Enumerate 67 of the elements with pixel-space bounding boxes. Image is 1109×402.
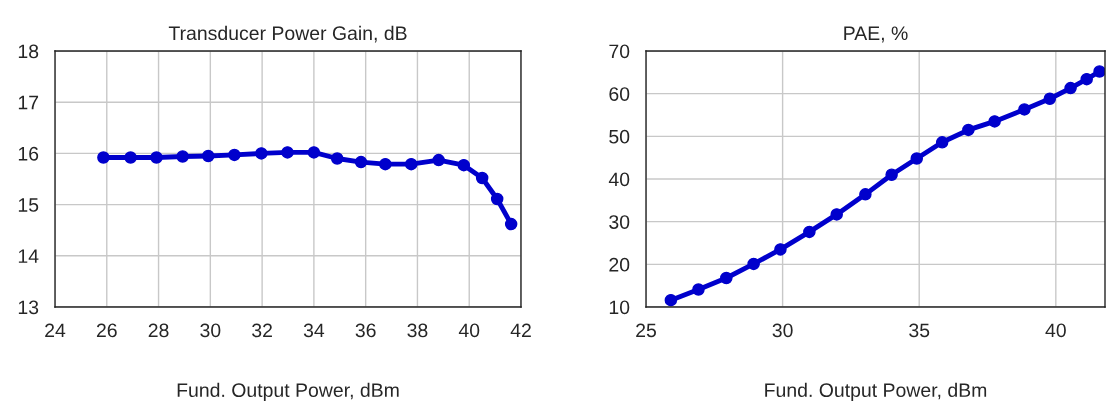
point	[176, 150, 189, 163]
x-axis-title: Fund. Output Power, dBm	[765, 382, 987, 401]
y-tick-label: 70	[609, 44, 630, 59]
point	[475, 171, 489, 185]
point	[1093, 65, 1105, 78]
x-tick-label: 24	[45, 323, 66, 338]
x-tick-label: 40	[1045, 323, 1066, 338]
y-tick-label: 60	[609, 87, 630, 101]
point	[1064, 81, 1077, 95]
x-tick-label: 34	[303, 323, 325, 338]
point	[885, 168, 898, 181]
x-tick-label: 30	[200, 323, 221, 338]
point	[150, 151, 163, 164]
y-tick-label: 30	[609, 215, 630, 229]
point	[803, 225, 816, 239]
y-tick-label: 13	[18, 300, 39, 315]
point	[1043, 92, 1057, 106]
point	[354, 155, 368, 169]
point	[124, 151, 137, 164]
point	[97, 151, 110, 164]
point	[935, 136, 949, 149]
point	[490, 192, 504, 206]
point	[404, 157, 418, 171]
y-tick-label: 16	[18, 146, 39, 161]
y-tick-label: 15	[18, 198, 39, 212]
point	[330, 152, 344, 165]
x-tick-label: 35	[909, 323, 930, 338]
point	[692, 283, 705, 296]
point	[1080, 72, 1093, 86]
x-tick-label: 38	[407, 323, 428, 338]
point	[859, 188, 872, 201]
point	[910, 152, 924, 165]
point	[988, 115, 1001, 128]
point	[432, 153, 445, 167]
point	[1018, 103, 1031, 116]
y-tick-label: 40	[608, 172, 630, 187]
x-tick-label: 25	[636, 323, 656, 338]
point	[202, 149, 215, 163]
x-tick-label: 30	[772, 323, 793, 338]
chart-title: PAE, %	[844, 26, 908, 43]
y-tick-label: 20	[609, 257, 630, 272]
y-tick-label: 18	[18, 44, 39, 59]
point	[379, 157, 392, 171]
x-tick-label: 26	[96, 323, 117, 338]
y-tick-label: 14	[18, 249, 39, 263]
point	[307, 146, 321, 159]
point	[228, 148, 241, 162]
point	[962, 123, 975, 137]
y-tick-label: 17	[18, 95, 39, 110]
point	[504, 217, 518, 231]
y-tick-label: 10	[609, 300, 630, 315]
point	[747, 257, 760, 271]
point	[830, 208, 843, 221]
y-tick-label: 50	[609, 129, 630, 144]
chart-title: Transducer Power Gain, dB	[168, 25, 407, 43]
point	[774, 243, 787, 256]
x-tick-label: 42	[510, 323, 531, 338]
x-tick-label: 32	[252, 323, 272, 338]
x-tick-label: 36	[355, 323, 376, 338]
point	[457, 158, 471, 172]
point	[720, 271, 733, 285]
point	[255, 147, 268, 160]
x-axis-title: Fund. Output Power, dBm	[177, 382, 399, 401]
x-tick-label: 28	[148, 323, 169, 338]
point	[281, 146, 294, 159]
x-tick-label: 40	[458, 323, 480, 338]
point	[664, 293, 678, 307]
